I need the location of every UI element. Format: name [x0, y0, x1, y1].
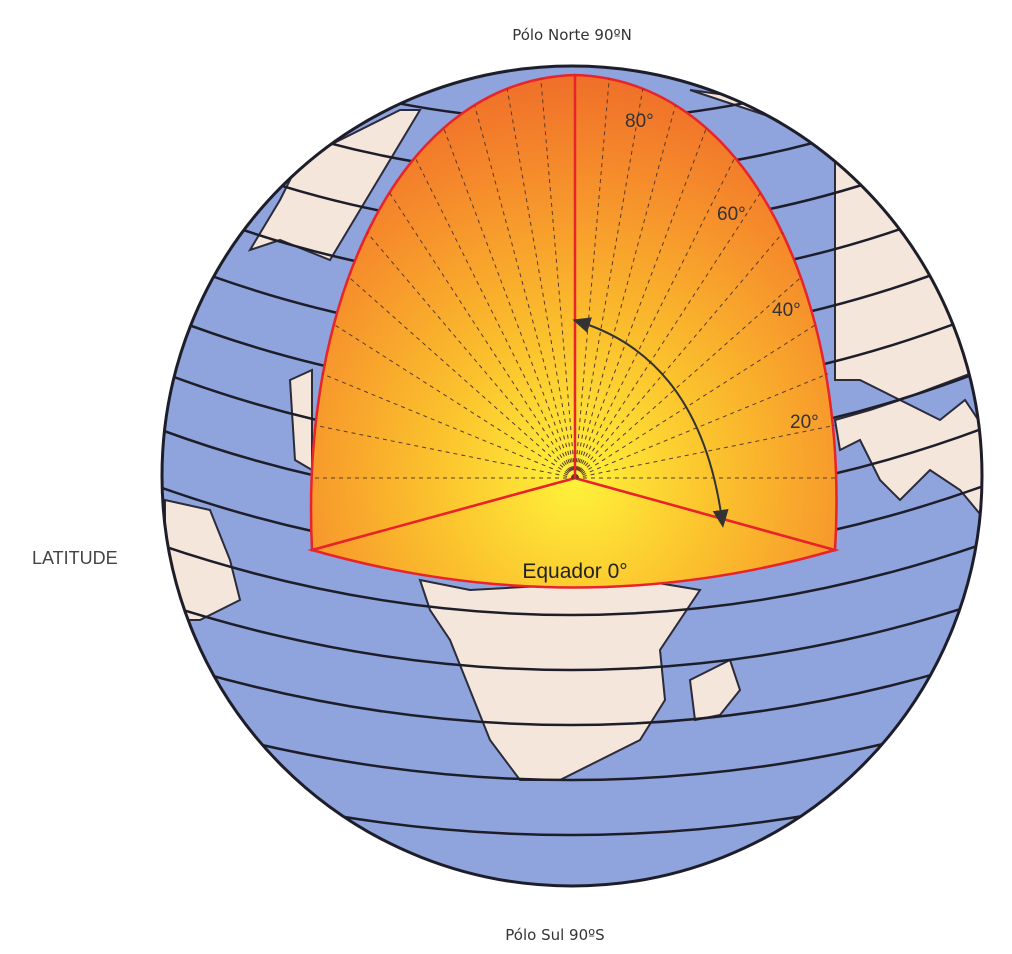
angle-ray [443, 128, 576, 479]
latitude-line [162, 652, 982, 727]
north-pole-label: Pólo Norte 90ºN [512, 26, 632, 44]
angle-ray [574, 128, 707, 479]
angle-ray [540, 78, 576, 479]
latitude-label: LATITUDE [32, 548, 118, 568]
angle-ray [506, 88, 576, 479]
angle-ray [321, 373, 576, 479]
angle-ray [474, 105, 576, 479]
angle-ray [415, 158, 576, 479]
equator-plane [307, 476, 840, 589]
angle-arrow [572, 317, 729, 528]
angle-ray [366, 232, 576, 479]
latitude-line [162, 536, 982, 617]
cutaway [307, 73, 840, 589]
south-pole-label: Pólo Sul 90ºS [505, 926, 604, 944]
angle-label: 40° [772, 300, 801, 321]
angle-ray [389, 192, 576, 479]
globe-outline [160, 64, 984, 888]
angle-label: 80° [625, 111, 654, 132]
angle-label: 20° [790, 412, 819, 433]
angle-ray [347, 276, 576, 479]
angle-label: 60° [717, 204, 746, 225]
equator-label: Equador 0° [522, 560, 627, 583]
continents [164, 89, 982, 781]
latitude-line [162, 594, 982, 672]
